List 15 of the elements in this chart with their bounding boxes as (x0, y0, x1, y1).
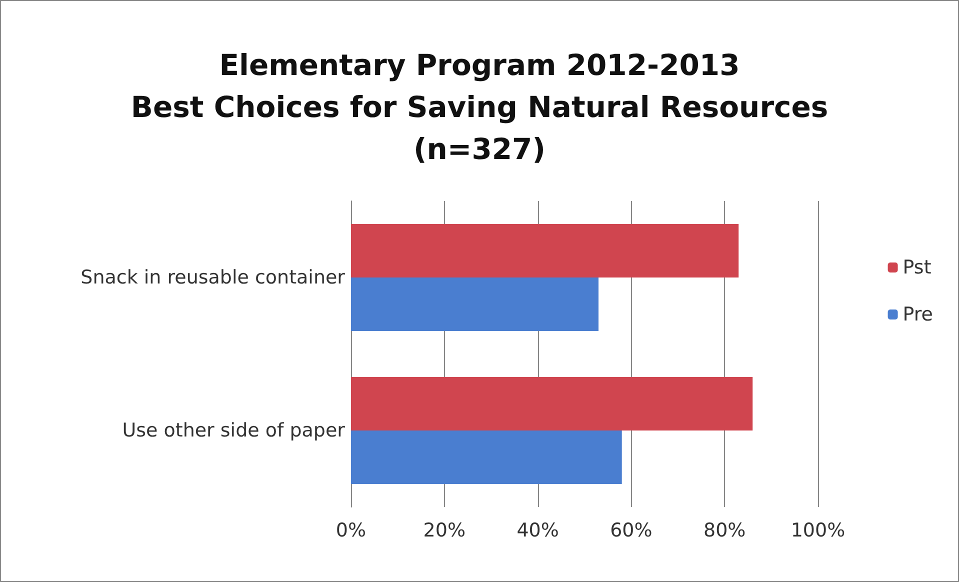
x-tick-label: 40% (516, 520, 559, 542)
bar (351, 278, 599, 332)
bar (351, 224, 739, 278)
bar (351, 376, 753, 430)
x-tick-label: 0% (336, 520, 366, 542)
x-tick-label: 60% (610, 520, 652, 542)
legend-label: Pst (902, 256, 932, 278)
legend-label: Pre (902, 304, 934, 326)
x-tick-label: 80% (703, 520, 746, 542)
x-tick-label: 20% (423, 520, 466, 542)
x-tick-label: 100% (790, 520, 846, 542)
y-tick-label: Snack in reusable container (80, 266, 346, 288)
y-tick-label: Use other side of paper (122, 420, 346, 442)
bar (351, 430, 622, 484)
chart-title: Elementary Program 2012-2013 Best Choices for Saving Natural Resources (n=327) (130, 48, 828, 166)
